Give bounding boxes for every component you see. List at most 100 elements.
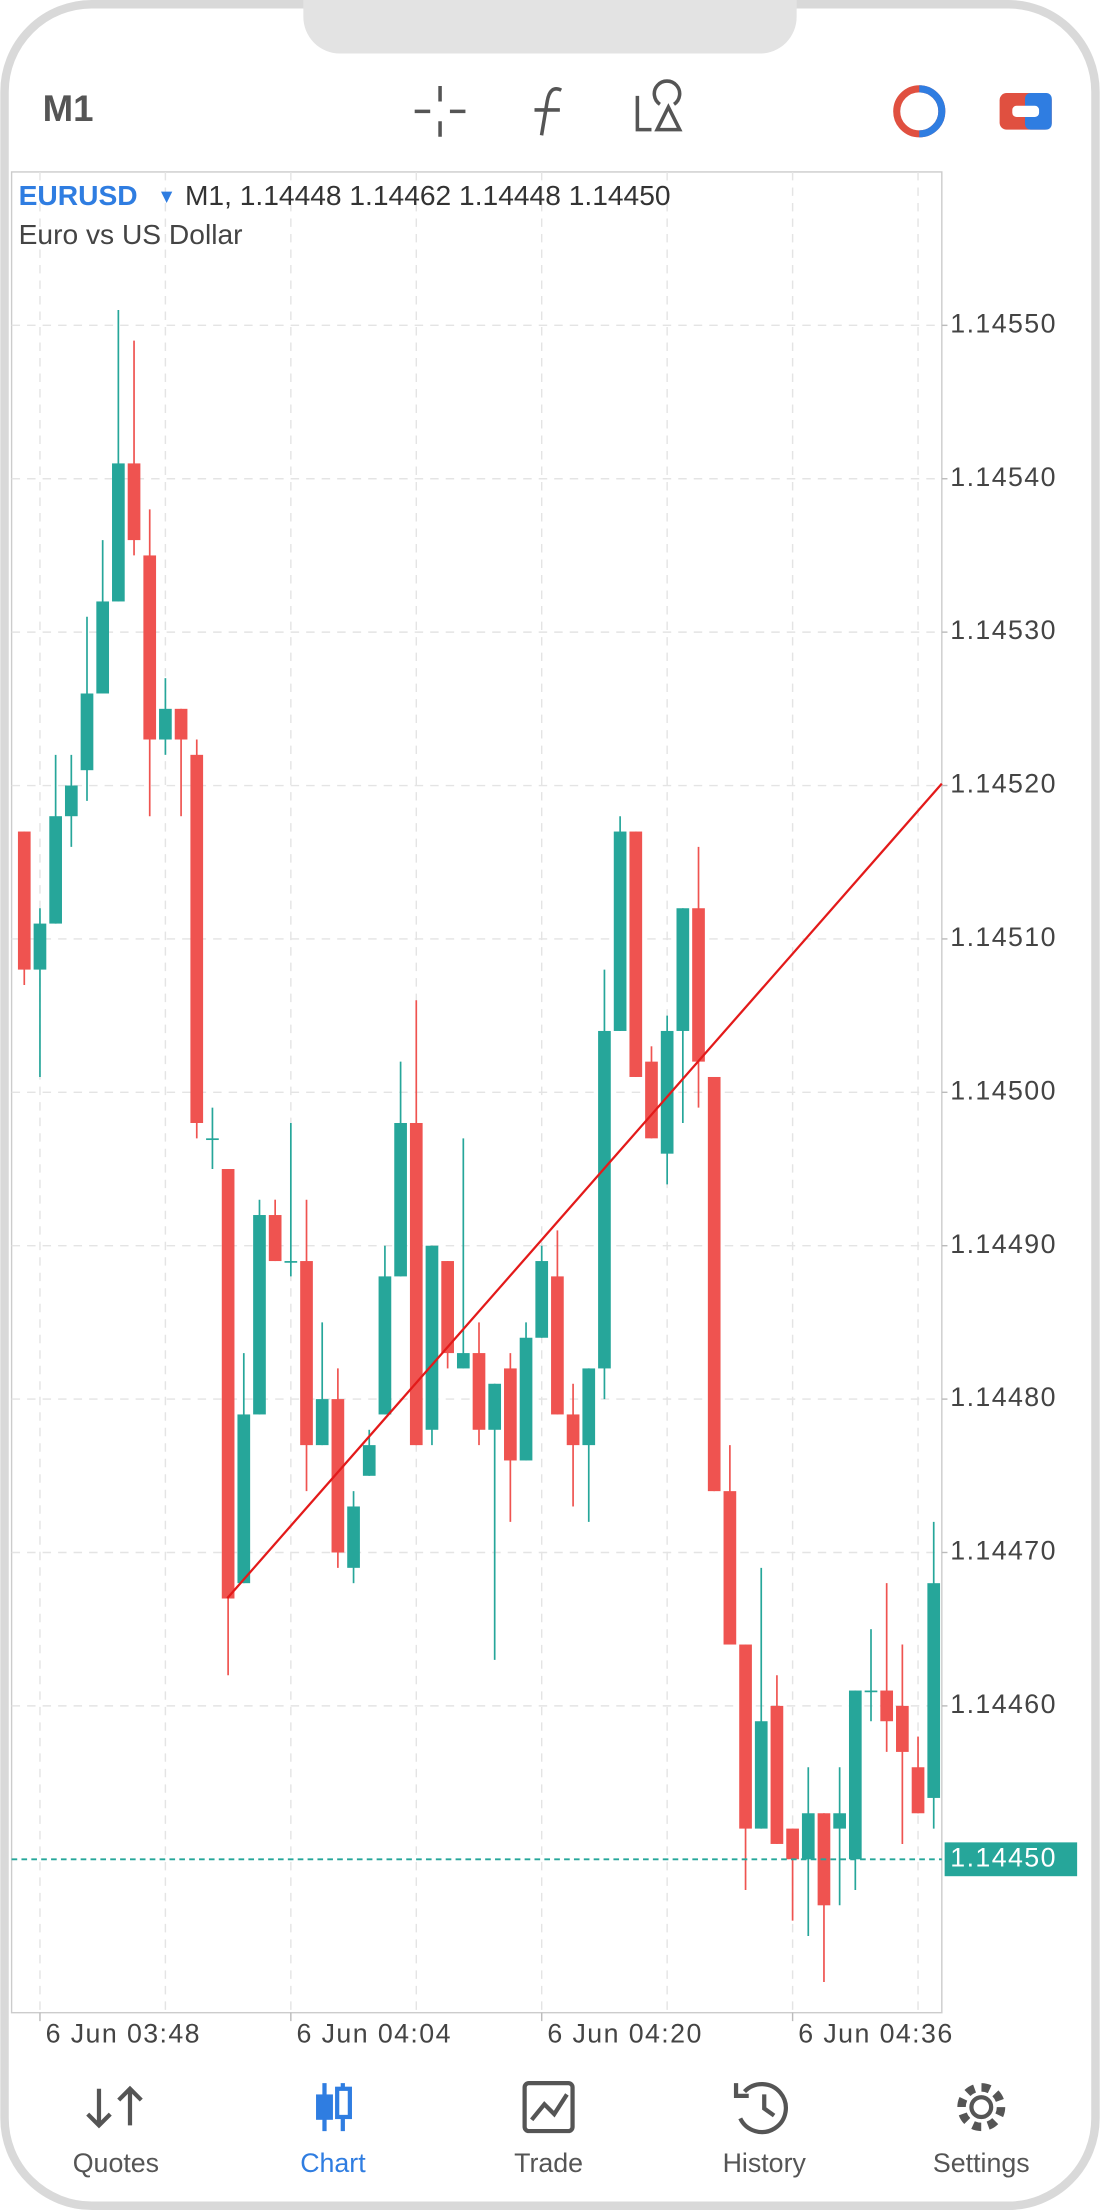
candle-body <box>221 1169 235 1599</box>
candle-body <box>676 908 690 1031</box>
candle-body <box>613 831 627 1031</box>
y-tick-label: 1.14510 <box>950 922 1057 952</box>
x-tick-label: 6 Jun 03:48 <box>46 2018 201 2048</box>
candle-body <box>739 1644 752 1829</box>
candle-body <box>237 1414 251 1584</box>
account-icon-slot[interactable] <box>1012 105 1040 117</box>
quotes-icon[interactable] <box>86 2085 143 2129</box>
candle-body <box>786 1828 799 1860</box>
last-price-badge <box>944 1842 1078 1877</box>
candle-body <box>504 1368 517 1461</box>
crosshair-icon[interactable] <box>414 85 466 137</box>
candle-body <box>896 1705 909 1752</box>
y-tick-label: 1.14480 <box>950 1382 1057 1412</box>
candle-body <box>864 1690 878 1693</box>
chart-icon-body2[interactable] <box>335 2086 352 2120</box>
notch <box>303 0 797 54</box>
candle-body <box>190 754 204 1123</box>
candle-body <box>143 555 157 740</box>
nav-label[interactable]: Quotes <box>73 2148 159 2178</box>
candle-body <box>645 1061 658 1139</box>
plot: 1.14550 1.14540 1.14530 1.14520 1.14510 1.145… <box>11 171 1078 2048</box>
nav-label[interactable]: Trade <box>514 2148 583 2178</box>
candle-body <box>315 1399 329 1446</box>
last-price-label: 1.14450 <box>950 1842 1057 1872</box>
y-tick-label: 1.14550 <box>950 308 1057 338</box>
history-icon[interactable] <box>733 2082 788 2135</box>
y-tick-label: 1.14520 <box>950 769 1057 799</box>
candle-body <box>723 1491 737 1645</box>
candle-body <box>801 1813 815 1860</box>
candle-body <box>754 1721 768 1829</box>
candle-body <box>441 1261 454 1354</box>
bottom-nav: Quotes Chart Trade History Settings <box>73 2148 1030 2178</box>
candle-body <box>300 1261 313 1446</box>
candle-body <box>629 831 643 1077</box>
candle-body <box>425 1245 439 1430</box>
candle-body <box>848 1690 862 1860</box>
candle-body <box>80 693 94 771</box>
candle-body <box>551 1276 564 1415</box>
candle-body <box>347 1506 360 1568</box>
candle-body <box>268 1215 282 1262</box>
candle-body <box>692 908 705 1062</box>
candle-body <box>159 708 172 740</box>
chart-icon-body[interactable] <box>316 2094 333 2120</box>
y-tick-label: 1.14500 <box>950 1075 1057 1105</box>
candle-body <box>566 1414 580 1446</box>
candle-body <box>833 1813 846 1829</box>
symbol-description: Euro vs US Dollar <box>19 218 243 250</box>
nav-label[interactable]: History <box>723 2148 807 2178</box>
candle-body <box>927 1583 941 1798</box>
symbol-dropdown[interactable] <box>160 191 173 203</box>
trend-line <box>226 782 943 1600</box>
candle-body <box>331 1399 345 1553</box>
settings-icon-hub[interactable] <box>969 2095 994 2120</box>
settings-icon-teeth[interactable] <box>957 2083 1006 2132</box>
nav-label[interactable]: Settings <box>933 2148 1030 2178</box>
candle-body <box>707 1076 721 1492</box>
candle-body <box>409 1122 423 1446</box>
candle-body <box>394 1122 407 1277</box>
candle-body <box>770 1705 784 1844</box>
candle-body <box>17 831 31 970</box>
trade-icon[interactable] <box>522 2081 575 2134</box>
y-tick-label: 1.14540 <box>950 462 1057 492</box>
y-tick-label: 1.14530 <box>950 615 1057 645</box>
candle-body <box>880 1690 894 1722</box>
candle-body <box>456 1353 470 1369</box>
status-icons[interactable] <box>893 85 1052 138</box>
clock-icon-half[interactable] <box>919 85 946 138</box>
candle-body <box>362 1445 376 1476</box>
candle-body <box>253 1215 266 1415</box>
x-tick-label: 6 Jun 04:36 <box>798 2018 953 2048</box>
y-tick-label: 1.14460 <box>950 1689 1057 1719</box>
candle-body <box>127 463 141 541</box>
symbol[interactable]: EURUSD <box>19 179 138 211</box>
candle-body <box>660 1030 674 1154</box>
toolbar-icons[interactable] <box>414 79 683 137</box>
ohlc-text: M1, 1.14448 1.14462 1.14448 1.14450 <box>185 179 671 211</box>
candle-body <box>33 923 47 970</box>
candle-body <box>472 1353 486 1430</box>
candle-body <box>911 1767 925 1814</box>
indicator-icon[interactable] <box>534 87 563 136</box>
nav-icons[interactable] <box>86 2081 1006 2135</box>
timeframe[interactable]: M1 <box>43 88 94 129</box>
candle-body <box>96 601 110 694</box>
candle-body <box>284 1261 298 1263</box>
candle-body <box>49 816 62 924</box>
nav-label[interactable]: Chart <box>300 2148 366 2178</box>
y-tick-label: 1.14490 <box>950 1229 1057 1259</box>
trade-icon-line[interactable] <box>530 2093 569 2122</box>
candle-body <box>174 708 188 740</box>
candle-body <box>519 1337 533 1461</box>
candle-body <box>112 463 125 602</box>
candle-body <box>488 1383 502 1430</box>
objects-icon[interactable] <box>635 79 683 132</box>
candle-body <box>206 1138 219 1141</box>
x-tick-label: 6 Jun 04:04 <box>296 2018 451 2048</box>
candle-body <box>598 1030 611 1369</box>
